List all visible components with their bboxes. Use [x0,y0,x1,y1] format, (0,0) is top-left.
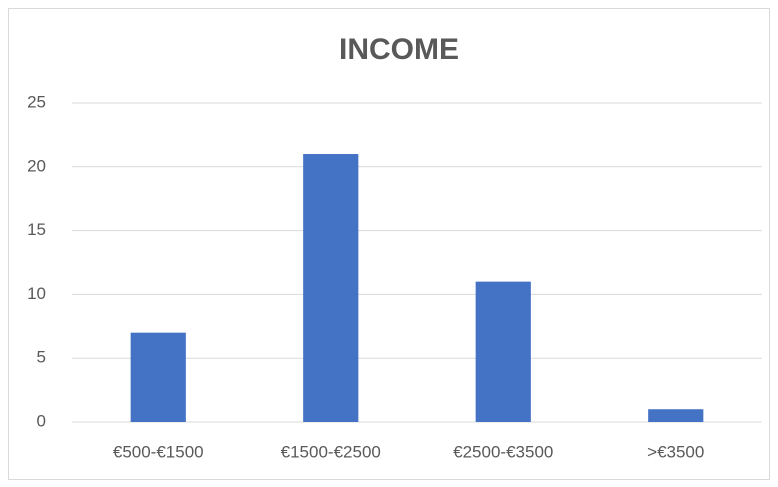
x-tick-label: €500-€1500 [113,442,204,461]
bar [303,154,359,423]
chart-title: INCOME [339,33,459,66]
y-tick-label: 15 [27,220,46,239]
bar [130,332,186,422]
chart-border [8,8,770,480]
y-tick-label: 0 [37,411,46,430]
bar [475,281,531,422]
bar [648,409,704,422]
x-tick-label: €1500-€2500 [281,442,381,461]
y-tick-label: 25 [27,92,46,111]
x-tick-label: >€3500 [647,442,704,461]
y-tick-label: 5 [37,348,46,367]
x-tick-label: €2500-€3500 [453,442,553,461]
y-tick-label: 10 [27,284,46,303]
y-tick-label: 20 [27,156,46,175]
